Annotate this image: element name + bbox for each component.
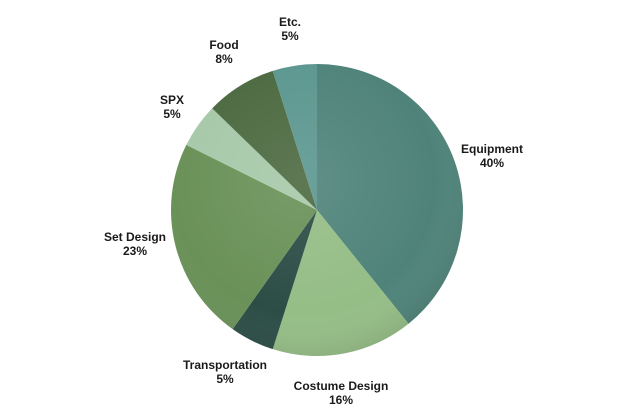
slice-labels: Equipment 40% Costume Design 16% Transportat… [104, 15, 523, 407]
slice-label-name: Transportation [183, 358, 267, 372]
slice-label-spx: SPX 5% [160, 93, 184, 121]
slice-label-costume-design: Costume Design 16% [294, 379, 389, 407]
slice-label-percent: 8% [215, 52, 233, 66]
slice-label-percent: 5% [281, 29, 299, 43]
slice-label-name: Set Design [104, 230, 166, 244]
slice-label-percent: 5% [163, 107, 181, 121]
slice-label-set-design: Set Design 23% [104, 230, 166, 258]
pie-slices [171, 64, 464, 357]
slice-label-etc: Etc. 5% [279, 15, 301, 43]
slice-label-transportation: Transportation 5% [183, 358, 267, 386]
slice-label-name: Food [209, 38, 238, 52]
slice-label-food: Food 8% [209, 38, 238, 66]
slice-label-name: Etc. [279, 15, 301, 29]
slice-label-name: Costume Design [294, 379, 389, 393]
slice-label-percent: 40% [480, 156, 504, 170]
slice-label-percent: 16% [329, 393, 353, 407]
slice-label-percent: 23% [123, 244, 147, 258]
slice-label-percent: 5% [216, 372, 234, 386]
slice-label-name: Equipment [461, 142, 523, 156]
slice-label-name: SPX [160, 93, 184, 107]
slice-label-equipment: Equipment 40% [461, 142, 523, 170]
